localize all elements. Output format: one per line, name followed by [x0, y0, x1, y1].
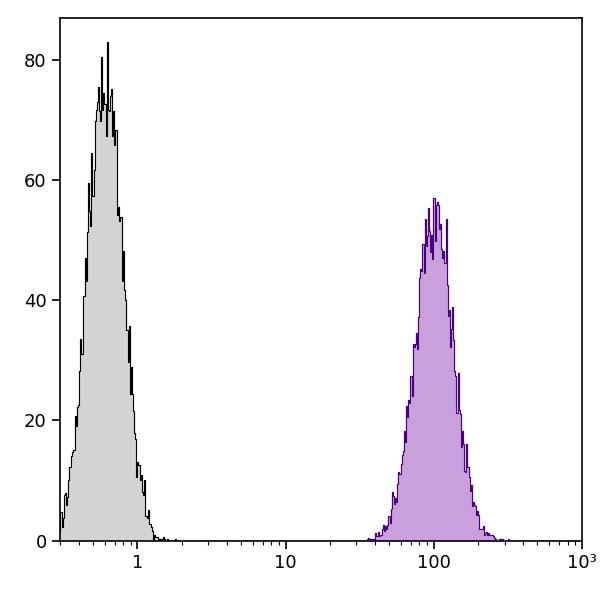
Polygon shape [49, 42, 597, 541]
Polygon shape [49, 198, 597, 541]
